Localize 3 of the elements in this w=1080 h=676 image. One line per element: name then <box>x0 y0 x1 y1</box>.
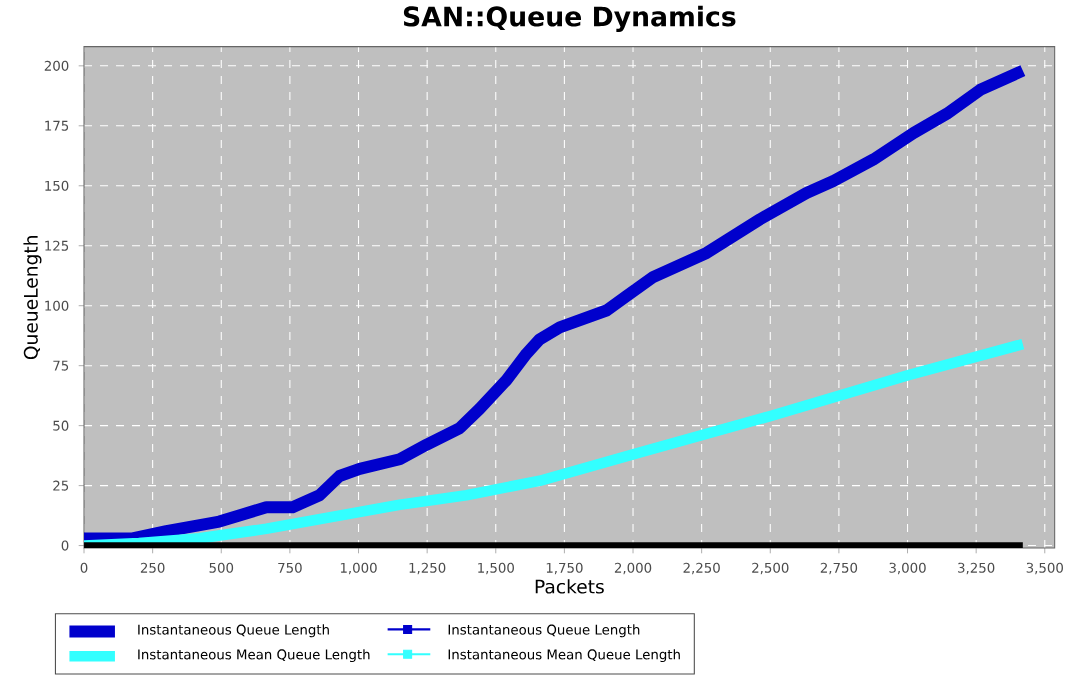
y-axis-title: QueueLength <box>23 236 42 360</box>
chart-title: SAN::Queue Dynamics <box>403 5 736 32</box>
x-axis-title: Packets <box>535 579 604 594</box>
